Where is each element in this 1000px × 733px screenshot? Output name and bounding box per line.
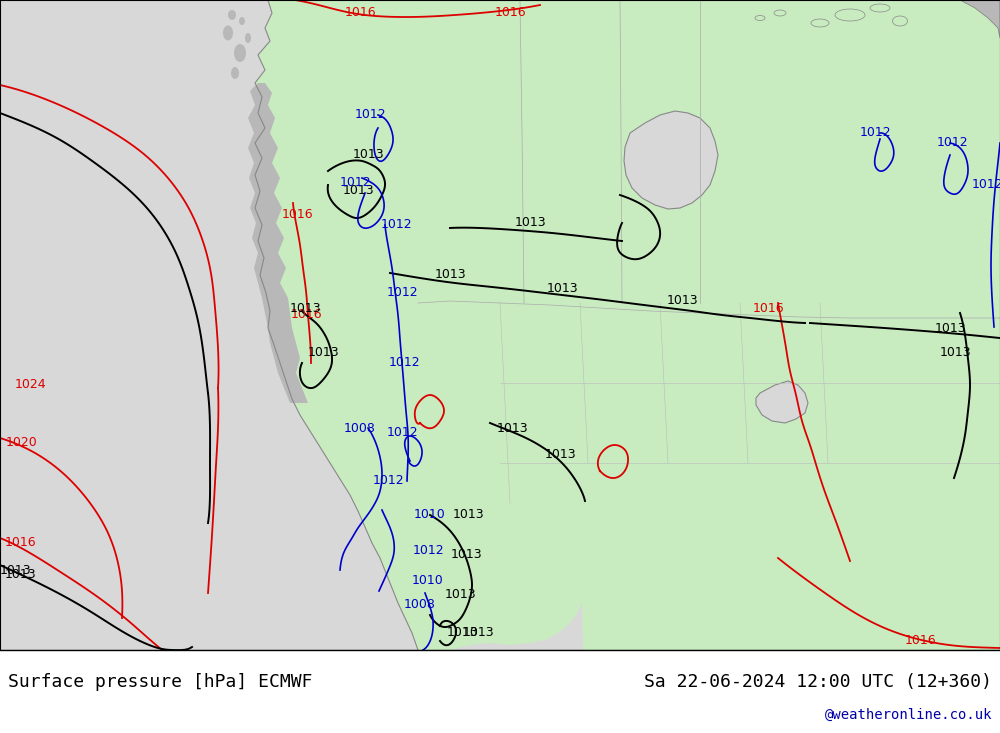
Ellipse shape	[245, 33, 251, 43]
Text: 1013: 1013	[666, 295, 698, 308]
Ellipse shape	[228, 10, 236, 20]
Text: @weatheronline.co.uk: @weatheronline.co.uk	[824, 708, 992, 722]
Text: 1013: 1013	[342, 185, 374, 197]
Text: 1013: 1013	[0, 564, 31, 578]
Text: 1013: 1013	[450, 548, 482, 561]
Text: 1013: 1013	[546, 281, 578, 295]
Text: 1012: 1012	[339, 177, 371, 190]
Ellipse shape	[234, 44, 246, 62]
Text: 1013: 1013	[434, 268, 466, 281]
Text: 1013: 1013	[496, 421, 528, 435]
Text: 1024: 1024	[14, 378, 46, 391]
Text: 1016: 1016	[290, 309, 322, 322]
Text: 1016: 1016	[904, 635, 936, 647]
Text: 1013: 1013	[939, 347, 971, 359]
Text: 1012: 1012	[386, 427, 418, 440]
Text: 1010: 1010	[412, 575, 444, 588]
Polygon shape	[756, 381, 808, 423]
Ellipse shape	[240, 47, 244, 55]
Text: 1013: 1013	[514, 216, 546, 229]
Text: 1012: 1012	[859, 127, 891, 139]
Ellipse shape	[893, 16, 908, 26]
Text: 1013: 1013	[307, 347, 339, 359]
Ellipse shape	[231, 67, 239, 79]
Text: 1012: 1012	[388, 356, 420, 369]
Bar	[0, 650, 1000, 733]
Polygon shape	[255, 0, 1000, 650]
Text: 1012: 1012	[971, 179, 1000, 191]
Text: 1013: 1013	[289, 301, 321, 314]
Text: 1013: 1013	[544, 449, 576, 462]
Ellipse shape	[811, 19, 829, 27]
Text: Surface pressure [hPa] ECMWF: Surface pressure [hPa] ECMWF	[8, 673, 312, 690]
Text: 1013: 1013	[4, 569, 36, 581]
Text: 1012: 1012	[354, 108, 386, 122]
Bar	[0, 0, 1000, 650]
Polygon shape	[248, 83, 308, 403]
Text: 1012: 1012	[372, 474, 404, 487]
Text: 1013: 1013	[462, 627, 494, 639]
Text: 1008: 1008	[344, 421, 376, 435]
Text: 1013: 1013	[446, 627, 478, 639]
Text: 1013: 1013	[444, 589, 476, 602]
Text: 1016: 1016	[494, 7, 526, 20]
Text: 1008: 1008	[404, 599, 436, 611]
Text: 1010: 1010	[414, 509, 446, 521]
Text: Sa 22-06-2024 12:00 UTC (12+360): Sa 22-06-2024 12:00 UTC (12+360)	[644, 673, 992, 690]
Ellipse shape	[223, 26, 233, 40]
Ellipse shape	[870, 4, 890, 12]
Polygon shape	[624, 111, 718, 209]
Text: 1012: 1012	[936, 136, 968, 150]
Text: 1016: 1016	[4, 537, 36, 550]
Text: 1013: 1013	[452, 509, 484, 521]
Text: 1013: 1013	[934, 322, 966, 334]
Text: 1016: 1016	[344, 6, 376, 18]
Ellipse shape	[774, 10, 786, 16]
Text: 1016: 1016	[281, 208, 313, 221]
Text: 1013: 1013	[352, 149, 384, 161]
Text: 1012: 1012	[412, 543, 444, 556]
Text: 1012: 1012	[386, 287, 418, 300]
Ellipse shape	[835, 9, 865, 21]
Text: 1012: 1012	[380, 218, 412, 232]
Text: 1020: 1020	[6, 436, 38, 449]
Polygon shape	[960, 0, 1000, 38]
Ellipse shape	[755, 15, 765, 21]
Text: 1016: 1016	[752, 301, 784, 314]
Ellipse shape	[239, 17, 245, 25]
